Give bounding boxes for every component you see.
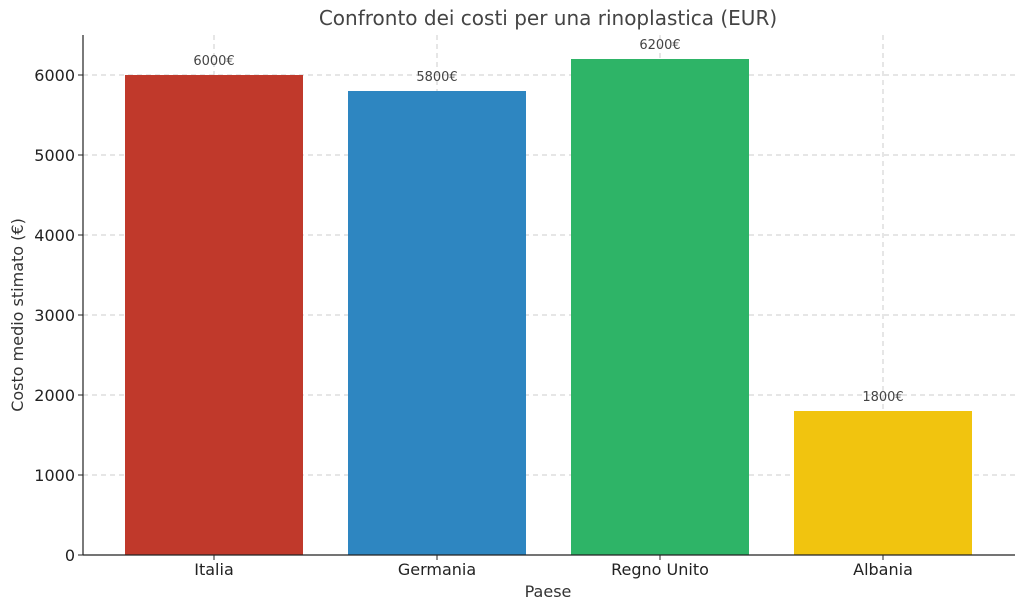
y-tick-label: 3000 bbox=[34, 306, 75, 325]
y-tick-label: 4000 bbox=[34, 226, 75, 245]
y-tick-label: 0 bbox=[65, 546, 75, 565]
bar-italia bbox=[125, 75, 303, 555]
data-label: 6000€ bbox=[193, 54, 234, 69]
axes: 0 1000 2000 3000 4000 5000 6000 Italia Germania R… bbox=[34, 35, 1015, 579]
data-labels: 6000€ 5800€ 6200€ 1800€ bbox=[193, 38, 903, 405]
bar-regno-unito bbox=[571, 59, 749, 555]
bar-germania bbox=[348, 91, 526, 555]
y-axis-label: Costo medio stimato (€) bbox=[8, 218, 27, 412]
bar-albania bbox=[794, 411, 972, 555]
bars bbox=[125, 59, 972, 555]
chart-title: Confronto dei costi per una rinoplastica… bbox=[319, 6, 777, 30]
y-tick-label: 5000 bbox=[34, 146, 75, 165]
y-tick-label: 1000 bbox=[34, 466, 75, 485]
y-tick-label: 6000 bbox=[34, 66, 75, 85]
x-tick-label: Germania bbox=[398, 560, 476, 579]
x-tick-label: Albania bbox=[853, 560, 913, 579]
data-label: 6200€ bbox=[639, 38, 680, 53]
y-tick-label: 2000 bbox=[34, 386, 75, 405]
data-label: 1800€ bbox=[862, 390, 903, 405]
data-label: 5800€ bbox=[416, 70, 457, 85]
x-axis-label: Paese bbox=[525, 582, 572, 601]
x-tick-label: Italia bbox=[194, 560, 234, 579]
x-tick-label: Regno Unito bbox=[611, 560, 709, 579]
